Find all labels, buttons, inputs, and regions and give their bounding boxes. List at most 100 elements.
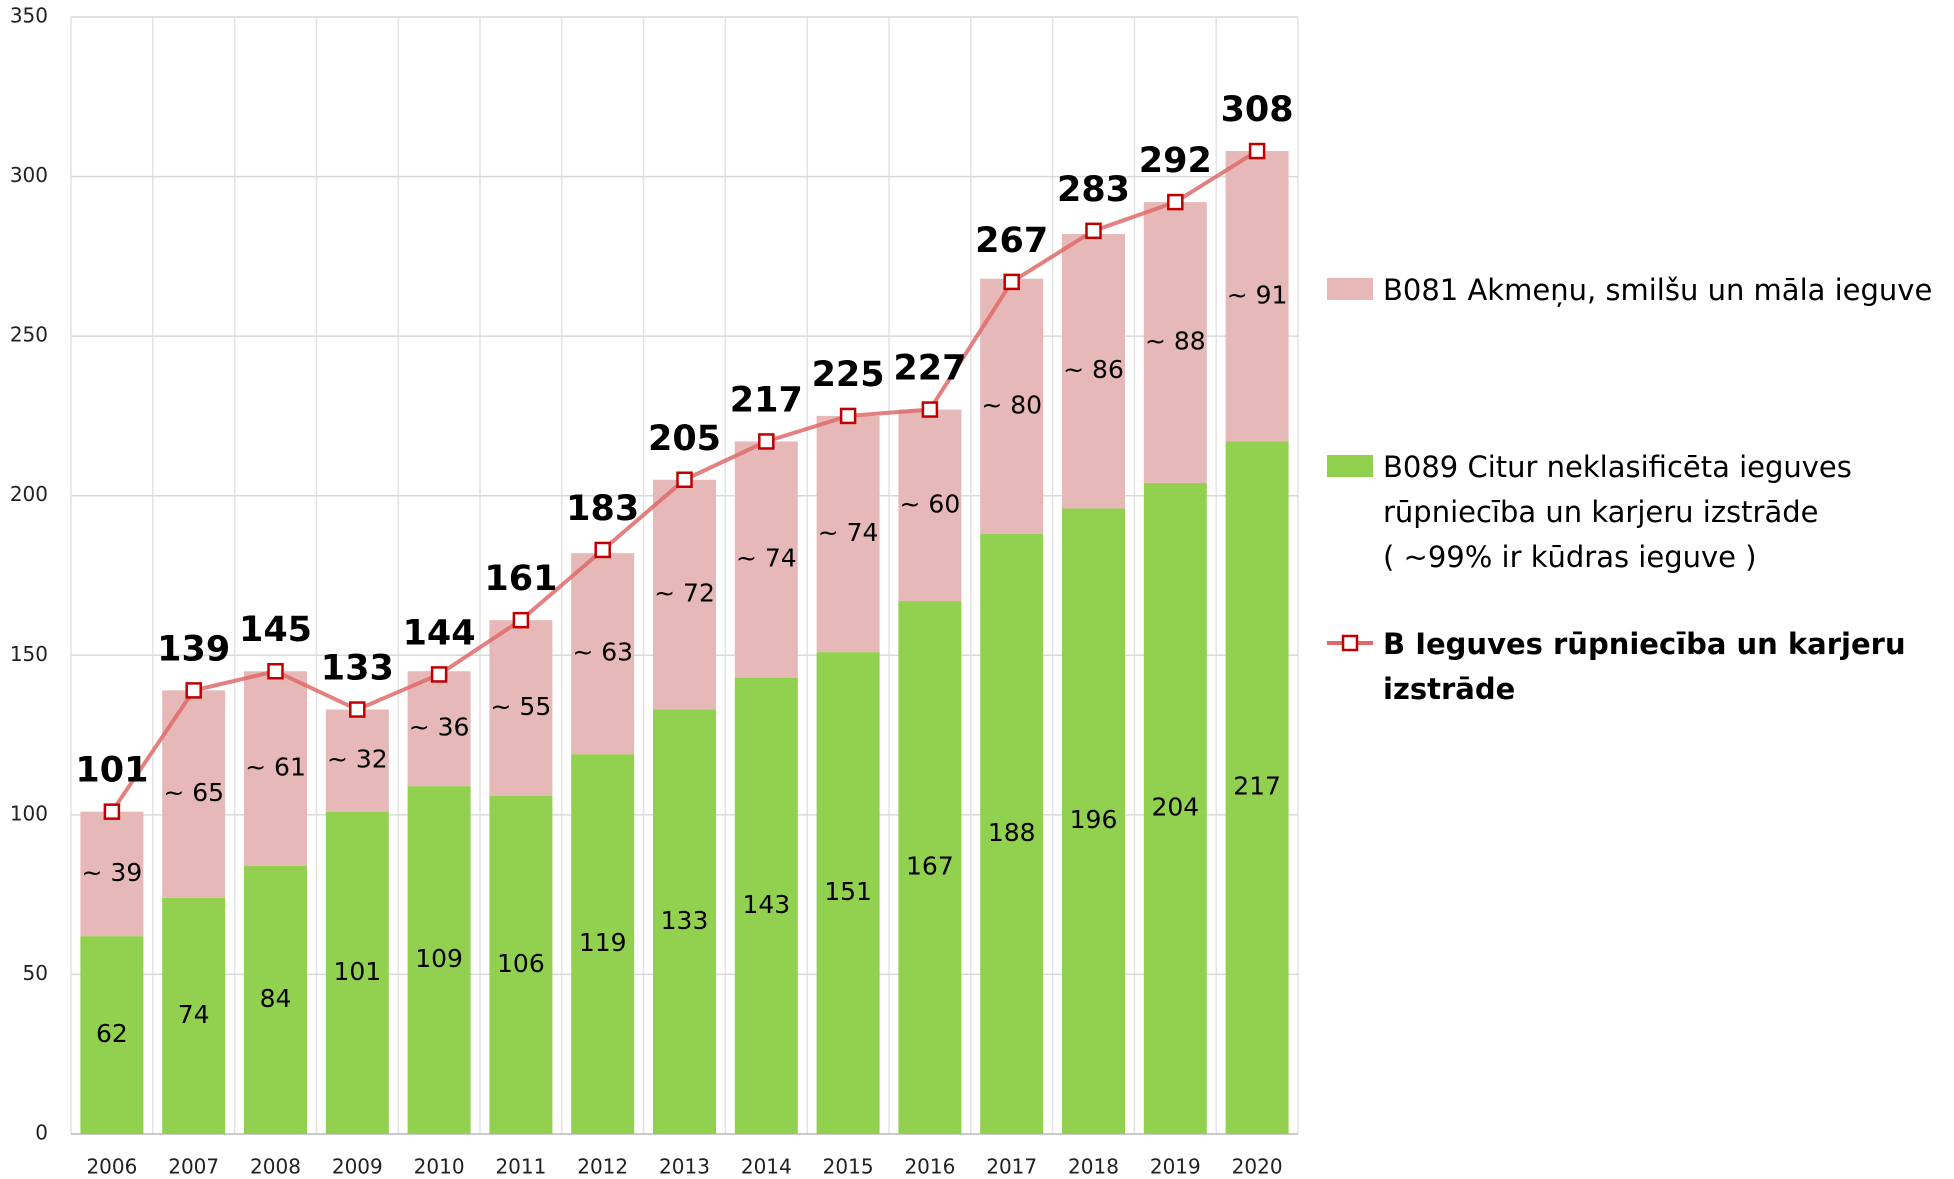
x-tick-label: 2012 — [577, 1155, 628, 1179]
value-label: ~ 55 — [491, 692, 552, 721]
value-label: 84 — [260, 984, 292, 1013]
total-label: 292 — [1139, 141, 1212, 181]
x-tick-label: 2019 — [1150, 1155, 1201, 1179]
total-label: 139 — [157, 629, 230, 669]
value-label: 151 — [824, 877, 872, 906]
line-marker — [758, 433, 775, 450]
bar-segment — [407, 786, 471, 1134]
bar-segment — [898, 409, 962, 602]
x-tick-label: 2007 — [168, 1155, 219, 1179]
bar-segment — [80, 811, 144, 937]
x-tick-label: 2015 — [823, 1155, 874, 1179]
legend-swatch — [1327, 455, 1373, 477]
bar-segment — [1143, 482, 1207, 1134]
x-tick-label: 2018 — [1068, 1155, 1119, 1179]
bar-segment — [162, 897, 226, 1134]
x-tick-label: 2014 — [741, 1155, 792, 1179]
value-label: 133 — [661, 906, 709, 935]
total-label: 161 — [484, 559, 557, 599]
bar-segment — [1143, 202, 1207, 483]
value-label: 106 — [497, 949, 545, 978]
y-tick-label: 350 — [10, 4, 48, 28]
value-label: ~ 88 — [1145, 327, 1206, 356]
line-marker — [512, 611, 530, 629]
bar-segment — [898, 601, 962, 1134]
value-label: ~ 74 — [818, 518, 879, 547]
line-marker — [1248, 142, 1266, 160]
bar-segment — [816, 652, 880, 1134]
y-tick-label: 0 — [35, 1121, 48, 1145]
bar-segment — [653, 709, 716, 1134]
y-tick-label: 200 — [10, 482, 48, 506]
line-marker — [921, 401, 939, 418]
value-label: 196 — [1070, 805, 1118, 834]
bar-segment — [244, 865, 307, 1134]
bar-segment — [816, 415, 880, 653]
x-tick-label: 2016 — [904, 1155, 955, 1179]
value-label: 62 — [96, 1019, 128, 1048]
total-label: 225 — [812, 355, 885, 395]
bar-segment — [571, 754, 635, 1134]
total-label: 145 — [239, 610, 312, 650]
value-label: ~ 80 — [981, 390, 1042, 419]
line-marker — [839, 407, 857, 425]
legend-label: B089 Citur neklasificēta ieguves rūpniec… — [1383, 450, 1852, 574]
bar-segment — [1062, 508, 1125, 1135]
total-label: 308 — [1221, 90, 1294, 130]
value-label: 204 — [1151, 792, 1199, 821]
line-marker — [594, 541, 611, 559]
bar-segment — [653, 479, 716, 710]
y-tick-label: 250 — [10, 323, 48, 347]
value-label: ~ 74 — [736, 544, 797, 573]
value-label: 217 — [1233, 772, 1281, 801]
line-marker — [1003, 273, 1020, 291]
line-marker — [185, 682, 202, 699]
bar-segment — [489, 620, 553, 796]
value-label: 109 — [415, 944, 463, 973]
line-marker — [1167, 193, 1184, 211]
bar-segment — [80, 936, 144, 1134]
line-marker — [103, 803, 121, 820]
total-label: 144 — [403, 613, 476, 653]
value-label: 101 — [333, 957, 381, 986]
total-label: 267 — [975, 221, 1048, 261]
value-label: ~ 72 — [654, 579, 715, 608]
line-marker — [430, 666, 448, 683]
x-tick-label: 2011 — [495, 1155, 546, 1179]
x-tick-label: 2008 — [250, 1155, 301, 1179]
bar-segment — [1225, 151, 1289, 442]
x-tick-label: 2020 — [1232, 1155, 1283, 1179]
bar-segment — [734, 441, 798, 678]
x-tick-label: 2009 — [332, 1155, 383, 1179]
total-label: 283 — [1057, 170, 1130, 210]
bar-segment — [980, 278, 1044, 535]
line-marker — [267, 662, 284, 680]
total-label: 183 — [566, 489, 639, 529]
value-label: ~ 91 — [1227, 280, 1288, 309]
total-label: 227 — [893, 349, 966, 389]
value-label: ~ 36 — [409, 713, 470, 742]
legend-marker — [1341, 634, 1359, 652]
total-label: 101 — [75, 751, 148, 791]
x-tick-label: 2006 — [86, 1155, 137, 1179]
bar-segment — [571, 553, 635, 755]
total-label: 133 — [321, 649, 394, 689]
bar-segment — [489, 795, 553, 1134]
value-label: 167 — [906, 852, 954, 881]
y-tick-label: 300 — [10, 163, 48, 187]
value-label: ~ 86 — [1063, 355, 1124, 384]
bar-segment — [734, 677, 798, 1134]
bar-segment — [244, 671, 307, 866]
bar-segment — [325, 709, 389, 812]
bar-segment — [407, 671, 471, 787]
total-label: 217 — [730, 380, 803, 420]
y-tick-label: 150 — [10, 642, 48, 666]
legend-swatch — [1327, 634, 1373, 652]
value-label: 74 — [178, 1000, 210, 1029]
line-marker — [676, 471, 693, 489]
value-label: ~ 65 — [163, 778, 224, 807]
value-label: 143 — [742, 890, 790, 919]
value-label: 188 — [988, 818, 1036, 847]
y-tick-label: 100 — [10, 801, 48, 825]
